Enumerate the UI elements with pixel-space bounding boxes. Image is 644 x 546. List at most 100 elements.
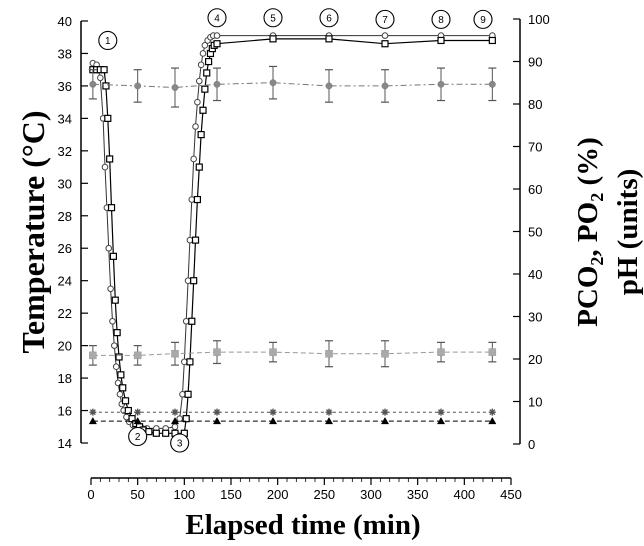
stage-marker-circle [375,9,395,29]
data-point [186,358,194,366]
data-point [488,80,496,88]
data-point [133,351,142,360]
data-point [109,317,116,325]
data-point [192,123,199,130]
y-right-tick-label: 40 [528,267,542,282]
y-right-tick-label: 70 [528,140,542,155]
data-point [102,82,110,90]
y-right-tick-label: 80 [528,97,542,112]
data-point [184,277,192,284]
data-point [106,155,114,163]
data-point [325,417,333,425]
data-point [97,74,104,82]
data-point [213,417,221,425]
series-circle-open [89,32,496,432]
data-point [111,296,119,304]
stage-marker-label: 9 [480,15,486,26]
series-square-open [89,35,496,437]
data-point [104,114,112,122]
stage-marker-circle [319,8,339,28]
data-point [194,98,201,106]
data-point [213,348,221,356]
stage-marker-circle [170,433,190,453]
data-point [437,417,445,425]
stage-marker-circle [431,9,451,29]
stage-marker-label: 1 [105,36,111,47]
x-tick-label: 200 [267,487,289,502]
data-point [182,317,190,325]
data-point [191,236,200,244]
data-point [113,329,121,337]
data-point [269,79,277,87]
stage-marker: 4 [207,8,227,28]
stage-marker-label: 5 [270,13,276,24]
y-right-tick-label: 10 [528,395,542,410]
y-left-tick-label: 36 [58,79,72,94]
data-point [193,195,201,204]
data-point [201,42,209,49]
x-tick-label: 0 [87,487,94,502]
y-axis-right-title: PCO2, PO2 (%) [572,137,607,327]
data-point [199,50,207,57]
x-tick-label: 350 [407,487,429,502]
x-axis-title: Elapsed time (min) [185,509,420,541]
stage-marker: 2 [128,426,148,447]
data-point [203,69,211,77]
y-left-tick-label: 16 [58,404,72,419]
data-point [205,57,213,66]
data-point [437,408,445,416]
y-right-tick-label: 60 [528,182,542,197]
data-point [381,82,389,90]
series-line [92,35,493,429]
data-point [171,84,179,91]
data-point [182,415,190,423]
y-left-tick-label: 14 [58,436,72,451]
stage-marker: 7 [375,9,395,29]
y-left-tick-label: 22 [58,306,72,321]
y-left-tick-label: 34 [58,111,72,126]
data-point [325,349,333,358]
data-point [128,415,136,423]
y-left-tick-label: 30 [58,176,72,191]
y-left-tick-label: 20 [58,339,72,354]
stage-marker-circle [263,8,283,28]
y-right-tick-label: 30 [528,310,542,325]
data-point [325,408,333,416]
x-tick-label: 450 [500,487,522,502]
stage-marker-label: 7 [382,15,388,26]
data-point [488,36,496,45]
data-point [119,384,127,392]
data-point [199,106,207,114]
y-right-tick-label: 20 [528,352,542,367]
data-point [195,163,203,171]
data-point [269,35,277,43]
series-star-gray [89,408,496,416]
data-point [381,32,389,39]
data-point [381,40,389,48]
stage-marker: 1 [98,30,118,51]
x-tick-label: 300 [360,487,382,502]
series-circle-filled-gray [88,65,497,108]
data-point [109,252,118,260]
data-point [197,131,205,139]
y-left-tick-label: 32 [58,144,72,159]
data-point [133,417,142,425]
data-point [488,348,497,356]
stage-marker-label: 2 [135,432,141,443]
stage-marker: 9 [473,9,493,29]
series-line [92,38,493,434]
y-left-tick-label: 38 [58,46,72,61]
stage-marker-circle [98,30,118,51]
data-point [213,80,221,88]
data-point [190,277,198,285]
data-point [88,417,97,425]
data-point [171,423,179,431]
data-point [107,285,114,293]
data-point [89,80,97,88]
data-point [112,363,120,371]
data-point [171,417,179,425]
data-point [197,61,205,69]
stage-marker-circle [128,426,148,447]
x-tick-label: 100 [173,487,195,502]
y-right-tick-label: 0 [528,437,535,452]
